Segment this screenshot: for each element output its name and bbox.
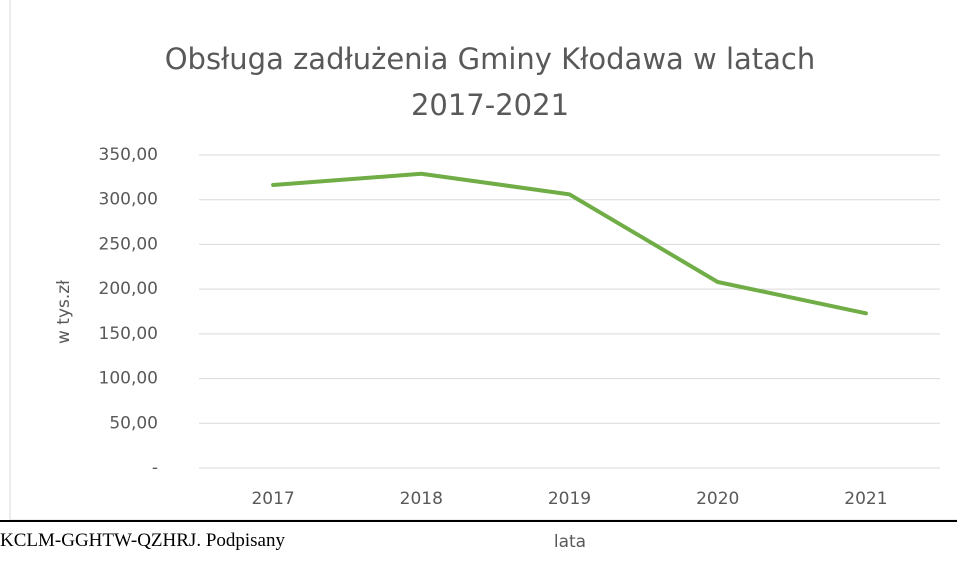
x-tick-label: 2021 <box>844 489 887 509</box>
x-axis-label: lata <box>554 532 586 552</box>
footer-text: KCLM-GGHTW-QZHRJ. Podpisany <box>0 530 285 551</box>
y-tick-label: 100,00 <box>99 369 158 389</box>
chart-title: Obsługa zadłużenia Gminy Kłodawa w latac… <box>164 42 816 122</box>
y-axis-label: w tys.zł <box>54 280 74 344</box>
x-tick-label: 2017 <box>251 489 294 509</box>
y-tick-label: 150,00 <box>99 324 158 344</box>
data-line <box>271 171 868 316</box>
x-tick-label: 2020 <box>696 489 739 509</box>
y-tick-label: 300,00 <box>99 190 158 210</box>
y-tick-label: 50,00 <box>109 413 158 433</box>
y-tick-label: 350,00 <box>99 145 158 165</box>
y-tick-label: 250,00 <box>99 234 158 254</box>
x-tick-label: 2018 <box>400 489 443 509</box>
y-tick-label: - <box>152 458 158 478</box>
y-tick-label: 200,00 <box>99 279 158 299</box>
x-tick-label: 2019 <box>548 489 591 509</box>
